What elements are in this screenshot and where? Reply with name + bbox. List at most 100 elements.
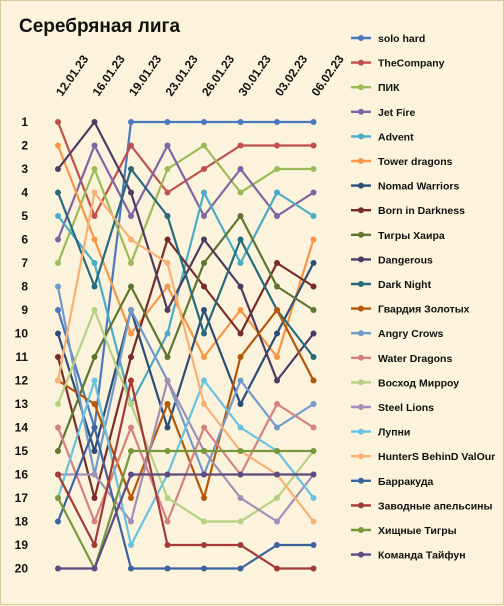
legend-label: Jet Fire xyxy=(378,107,416,119)
y-tick-label: 1 xyxy=(21,115,28,129)
data-point xyxy=(91,307,98,313)
legend-swatch-marker xyxy=(358,231,364,238)
legend-label: Лупни xyxy=(378,427,410,439)
data-point xyxy=(274,213,280,219)
data-point xyxy=(164,495,171,501)
series-14 xyxy=(55,401,317,525)
legend-item: Гвардия Золотых xyxy=(351,304,470,316)
data-point xyxy=(128,213,134,219)
legend-swatch-marker xyxy=(358,108,364,115)
series-22 xyxy=(55,471,317,572)
series-line xyxy=(57,120,315,382)
y-tick-label: 4 xyxy=(21,186,28,200)
data-point xyxy=(55,213,61,219)
legend-swatch-marker xyxy=(358,182,364,189)
legend-item: Лупни xyxy=(351,427,410,439)
data-point xyxy=(310,377,317,384)
data-point xyxy=(237,354,244,360)
series-1 xyxy=(55,119,317,431)
legend: solo hard TheCompany ПИК Jet Fire Advent Towe… xyxy=(351,33,495,562)
data-point xyxy=(128,283,134,290)
y-tick-label: 12 xyxy=(15,374,29,388)
data-point xyxy=(164,283,171,290)
y-tick-label: 19 xyxy=(15,538,29,552)
legend-label: Команда Тайфун xyxy=(378,550,466,562)
legend-swatch-marker xyxy=(358,133,364,140)
data-point xyxy=(128,471,134,478)
legend-label: Advent xyxy=(378,131,414,143)
data-point xyxy=(55,565,61,572)
data-point xyxy=(164,330,171,337)
data-point xyxy=(91,119,98,125)
data-point xyxy=(201,518,207,525)
series-line xyxy=(56,145,315,359)
series-line xyxy=(58,379,315,523)
legend-item: solo hard xyxy=(351,33,425,45)
legend-swatch-marker xyxy=(358,281,364,287)
data-point xyxy=(310,518,317,525)
data-point xyxy=(310,260,317,266)
data-point xyxy=(201,448,207,454)
data-point xyxy=(274,377,280,384)
data-point xyxy=(164,166,171,172)
data-point xyxy=(91,189,98,196)
series-line xyxy=(56,308,315,523)
data-point xyxy=(55,518,61,525)
legend-swatch-marker xyxy=(358,453,364,460)
data-point xyxy=(55,377,61,384)
x-tick-label: 30.01.23 xyxy=(235,52,273,99)
data-point xyxy=(91,448,98,454)
data-point xyxy=(274,330,280,337)
data-point xyxy=(91,401,98,407)
y-tick-label: 11 xyxy=(15,350,28,364)
legend-swatch-marker xyxy=(358,305,364,312)
data-point xyxy=(164,377,171,384)
data-point xyxy=(91,424,98,431)
data-point xyxy=(91,213,98,219)
series-line xyxy=(56,262,315,453)
data-point xyxy=(91,518,98,525)
data-point xyxy=(164,401,171,407)
data-point xyxy=(128,189,134,196)
y-tick-label: 2 xyxy=(21,139,28,153)
data-point xyxy=(55,307,61,313)
legend-swatch-marker xyxy=(358,527,364,533)
data-point xyxy=(164,424,171,431)
series-line xyxy=(56,426,314,570)
legend-label: Гвардия Золотых xyxy=(378,304,470,316)
data-point xyxy=(55,166,61,172)
data-point xyxy=(274,565,280,572)
legend-item: Заводные апельсины xyxy=(351,500,493,512)
series-line xyxy=(57,449,314,570)
legend-item: Nomad Warriors xyxy=(351,181,459,193)
data-point xyxy=(237,166,244,172)
series-5 xyxy=(55,189,317,407)
data-point xyxy=(55,236,61,243)
series-9 xyxy=(55,213,317,454)
x-tick-label: 12.01.23 xyxy=(53,52,91,99)
data-point xyxy=(55,471,61,478)
data-point xyxy=(55,330,61,337)
data-point xyxy=(274,260,280,266)
data-point xyxy=(201,495,207,501)
legend-item: HunterS BehinD ValOur xyxy=(351,451,495,463)
data-point xyxy=(274,542,280,548)
data-point xyxy=(128,495,134,501)
x-tick-label: 03.02.23 xyxy=(272,52,310,99)
legend-item: Water Dragons xyxy=(351,353,452,365)
legend-swatch-marker xyxy=(358,404,364,410)
data-point xyxy=(91,166,98,172)
data-point xyxy=(274,518,280,525)
data-point xyxy=(201,307,207,313)
data-point xyxy=(310,166,317,172)
legend-label: HunterS BehinD ValOur xyxy=(378,451,495,463)
legend-swatch-marker xyxy=(358,330,364,337)
series-19 xyxy=(55,424,317,572)
data-point xyxy=(128,236,134,243)
legend-swatch-marker xyxy=(358,207,364,214)
series-line xyxy=(56,144,315,240)
data-point xyxy=(91,283,98,290)
data-point xyxy=(201,471,207,478)
data-point xyxy=(55,189,61,196)
